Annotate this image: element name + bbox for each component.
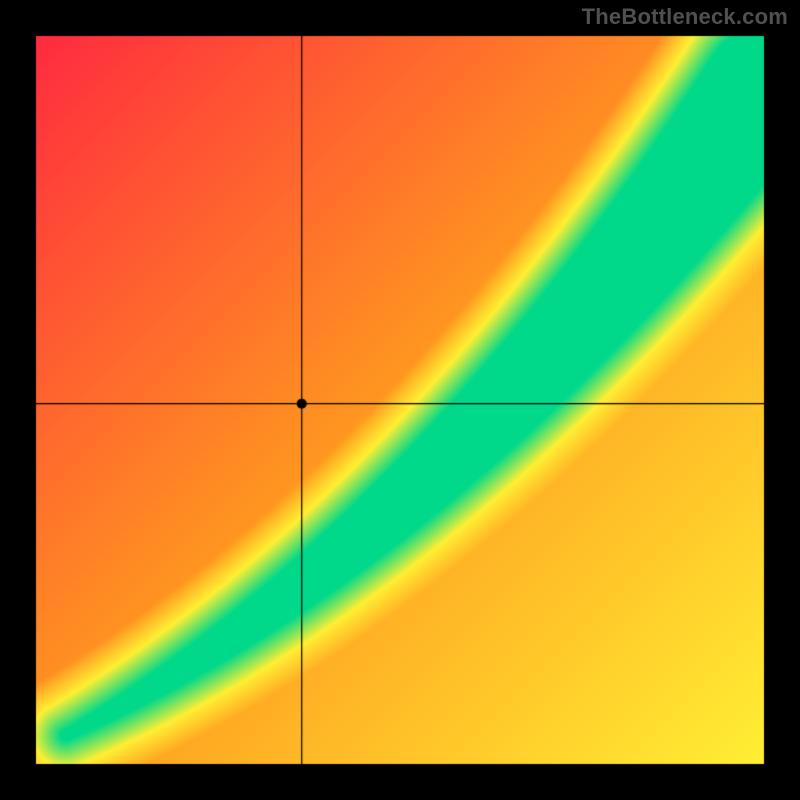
heatmap-canvas — [0, 0, 800, 800]
chart-container: TheBottleneck.com — [0, 0, 800, 800]
watermark-text: TheBottleneck.com — [582, 4, 788, 30]
